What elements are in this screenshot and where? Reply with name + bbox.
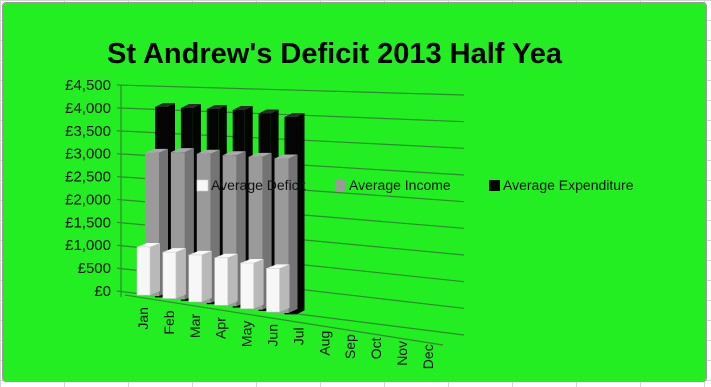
x-tick-label: Aug — [316, 331, 332, 356]
bar-average-expenditure-top — [155, 102, 175, 107]
bar-average-income-top — [145, 148, 168, 153]
bar-average-deficit-side — [279, 264, 290, 312]
bar-average-expenditure-top — [206, 105, 227, 110]
legend-label-average-income: Average Income — [349, 177, 451, 193]
x-tick-label: Jul — [290, 327, 306, 345]
x-tick-label: Oct — [368, 337, 384, 359]
y-tick-label: £1,000 — [65, 237, 111, 254]
legend-label-average-expenditure: Average Expenditure — [503, 177, 634, 193]
bar-average-deficit[interactable] — [162, 248, 186, 299]
y-tick-label: £0 — [94, 283, 111, 300]
bar-average-deficit[interactable] — [188, 250, 212, 303]
x-tick-label: Jun — [265, 324, 281, 347]
gridline — [116, 84, 465, 96]
legend-swatch-average-income — [335, 180, 346, 191]
y-tick-label: £3,000 — [65, 146, 111, 163]
y-tick-label: £500 — [78, 260, 111, 277]
bar-average-deficit-front — [240, 262, 254, 309]
legend[interactable]: Average Deficit Average Income Average Exp… — [196, 177, 634, 193]
y-tick-label: £2,000 — [65, 191, 111, 208]
y-tick-label: £1,500 — [65, 214, 111, 231]
x-tick-label: Mar — [187, 314, 203, 338]
y-tick-label: £3,500 — [65, 123, 111, 140]
bar-average-expenditure-top — [284, 113, 305, 118]
bar-average-deficit[interactable] — [136, 242, 160, 296]
bar-average-deficit-front — [162, 251, 177, 299]
bar-average-income-top — [274, 154, 298, 159]
y-tick-label: £2,500 — [65, 169, 111, 186]
bar-average-deficit-side — [175, 248, 186, 299]
bar-average-expenditure-top — [180, 103, 201, 108]
legend-swatch-average-deficit — [196, 179, 209, 192]
bar-average-deficit-top — [266, 264, 290, 269]
y-tick-label: £4,000 — [65, 100, 111, 117]
bar-average-income-side — [288, 154, 298, 314]
y-tick-label: £4,500 — [65, 77, 111, 94]
bar-average-deficit-side — [201, 250, 212, 302]
bar-average-income-top — [248, 152, 272, 157]
bar-average-expenditure-side — [296, 113, 305, 315]
bars — [136, 102, 305, 315]
bar-average-deficit-side — [253, 259, 264, 309]
chart-plot: St Andrew's Deficit 2013 Half Yea £0 £500 £… — [3, 3, 706, 381]
chart-area[interactable]: St Andrew's Deficit 2013 Half Yea £0 £500 £… — [3, 3, 706, 381]
bar-average-deficit-front — [136, 246, 151, 296]
legend-swatch-average-expenditure — [489, 180, 500, 191]
x-axis-line — [124, 294, 444, 346]
bar-average-deficit-top — [137, 242, 160, 247]
x-tick-label: May — [239, 321, 255, 347]
x-tick-label: Dec — [420, 344, 436, 369]
bar-average-deficit-front — [266, 268, 280, 313]
bar-average-deficit-side — [227, 253, 238, 306]
bar-average-deficit-top — [162, 248, 186, 253]
bar-average-expenditure-top — [232, 106, 253, 111]
chart-background — [3, 3, 706, 381]
x-tick-label: Nov — [394, 341, 410, 366]
x-tick-label: Sep — [342, 334, 358, 359]
chart-title: St Andrew's Deficit 2013 Half Yea — [107, 38, 563, 70]
bar-average-deficit-top — [188, 250, 212, 255]
bar-average-deficit[interactable] — [266, 264, 290, 313]
bar-average-deficit-top — [214, 253, 238, 258]
bar-average-deficit[interactable] — [240, 259, 264, 309]
legend-label-average-deficit: Average Deficit — [211, 177, 306, 193]
bar-average-deficit-front — [188, 254, 203, 303]
bar-average-deficit-front — [214, 257, 228, 306]
bar-average-income-top — [222, 151, 246, 156]
bar-average-income-top — [196, 149, 220, 154]
bar-average-deficit-top — [240, 259, 264, 264]
x-tick-label: Feb — [161, 310, 177, 334]
x-tick-label: Jan — [135, 307, 151, 330]
bar-average-expenditure-top — [258, 109, 279, 114]
bar-average-income-top — [170, 148, 194, 153]
bar-average-deficit-side — [150, 242, 160, 296]
x-tick-label: Apr — [213, 317, 229, 339]
bar-average-deficit[interactable] — [214, 253, 238, 306]
